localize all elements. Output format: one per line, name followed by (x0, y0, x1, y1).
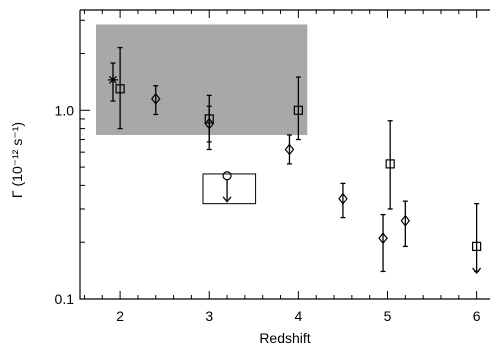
tick-layer: 2 3 4 5 6 0.1 1.0 (55, 10, 481, 324)
x-tick-label: 3 (205, 308, 213, 324)
x-tick-label: 2 (116, 308, 124, 324)
x-tick-label: 6 (473, 308, 481, 324)
y-axis-title: Γ (10⁻¹² s⁻¹) (9, 122, 25, 198)
square-marker (385, 159, 395, 169)
circle-marker (222, 171, 232, 181)
open-box (202, 173, 257, 205)
x-tick-label: 5 (384, 308, 392, 324)
x-tick-label: 4 (294, 308, 302, 324)
shaded-region-layer (96, 24, 308, 135)
upper-limit-arrowhead (472, 267, 482, 275)
diamond-marker (338, 192, 348, 205)
data-layer (107, 46, 482, 275)
upper-limit-arrowhead (222, 196, 232, 203)
diamond-marker (150, 92, 161, 105)
shaded-region (96, 24, 308, 135)
diamond-marker (378, 232, 388, 245)
asterisk-marker (107, 74, 118, 85)
diamond-marker (284, 143, 295, 156)
diamond-marker (400, 214, 411, 227)
diamond-marker (204, 117, 215, 130)
y-tick-label: 0.1 (55, 291, 75, 307)
square-marker (472, 241, 482, 251)
y-tick-label: 1.0 (55, 102, 75, 118)
square-marker (293, 105, 303, 115)
square-marker (115, 84, 125, 94)
x-axis-title: Redshift (259, 330, 310, 346)
